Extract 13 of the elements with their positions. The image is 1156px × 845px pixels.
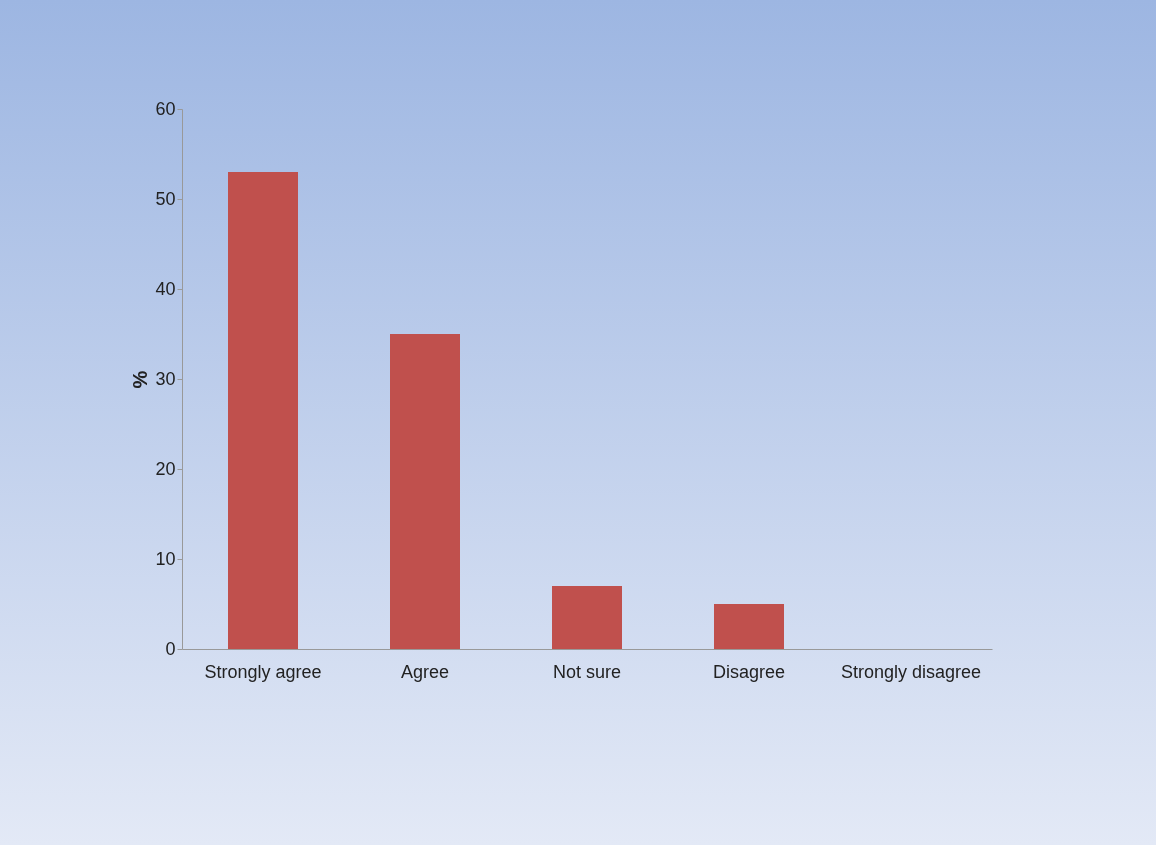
x-tick-label: Strongly disagree — [840, 661, 982, 682]
y-tick-label: 30 — [155, 368, 176, 389]
x-tick-label: Not sure — [552, 661, 622, 682]
y-tick-label: 0 — [165, 638, 176, 659]
x-tick-label: Strongly agree — [204, 661, 322, 682]
x-tick-label: Disagree — [712, 661, 786, 682]
y-tick-label: 60 — [155, 98, 176, 119]
y-tick-label: 10 — [155, 548, 176, 569]
y-axis-title: % — [129, 370, 152, 389]
y-tick-label: 20 — [155, 458, 176, 479]
y-tick-label: 40 — [155, 278, 176, 299]
y-tick-label: 50 — [155, 188, 176, 209]
x-tick-label: Agree — [400, 661, 450, 682]
